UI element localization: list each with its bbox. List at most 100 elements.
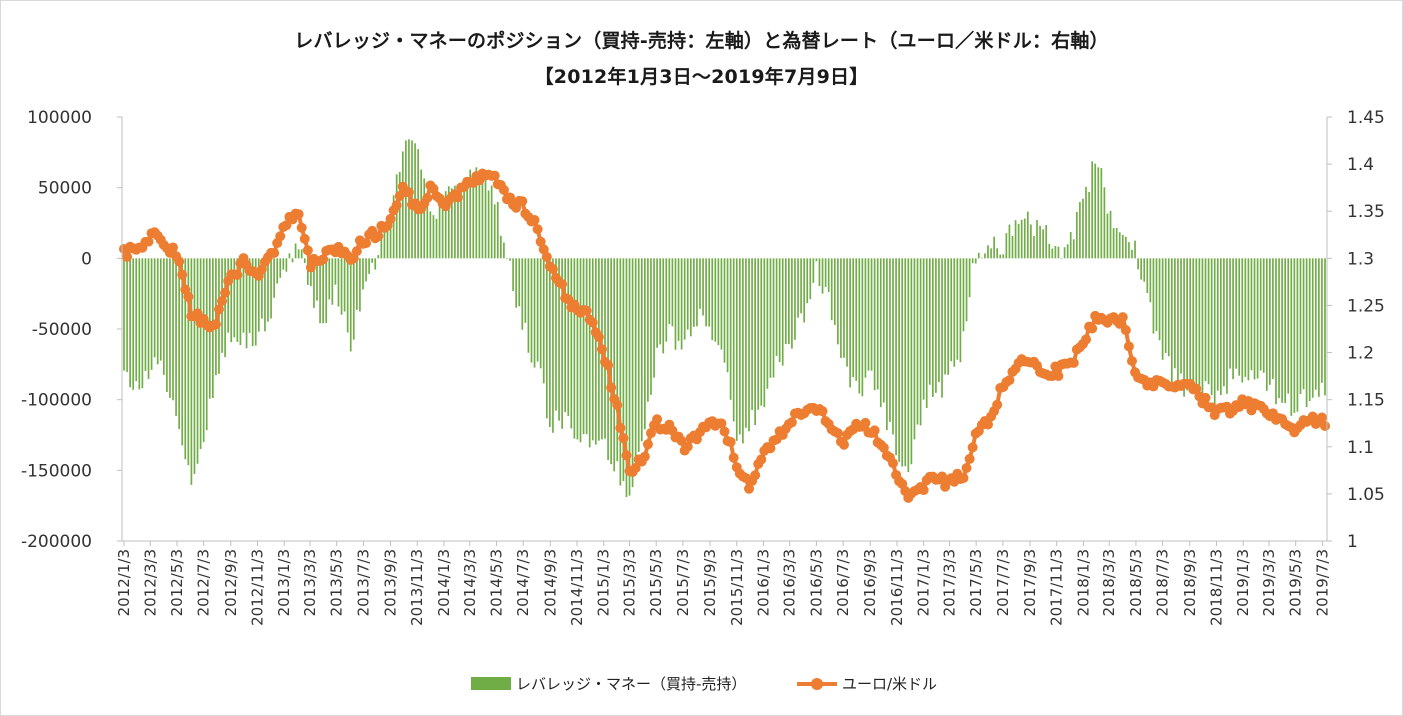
eurusd-marker [652, 414, 663, 425]
eurusd-marker [1117, 312, 1128, 323]
eurusd-marker [269, 247, 280, 258]
bar [444, 191, 447, 259]
bar [392, 195, 395, 259]
bar [582, 258, 585, 435]
bar [1167, 258, 1170, 357]
bar [990, 248, 992, 259]
bar [815, 258, 818, 262]
eurusd-marker [1191, 383, 1202, 394]
bar [637, 258, 640, 452]
x-tick-label: 2012/3/3 [141, 549, 159, 616]
bar [138, 258, 141, 390]
eurusd-marker [682, 441, 693, 452]
bar [818, 258, 821, 287]
bar [683, 258, 686, 340]
bar [190, 258, 193, 485]
bar [1149, 258, 1152, 303]
bar [441, 206, 444, 259]
bar [812, 258, 815, 283]
bar [276, 258, 279, 284]
right-tick-label: 1.1 [1347, 438, 1374, 458]
bar [1299, 258, 1302, 395]
bar [1115, 227, 1118, 259]
right-tick-label: 1.45 [1347, 108, 1385, 128]
bar [521, 258, 524, 330]
bar [129, 258, 131, 388]
legend: レバレッジ・マネー（買持-売持） ユーロ/米ドル [471, 675, 937, 693]
x-tick-label: 2014/1/3 [435, 549, 453, 616]
bar [922, 258, 925, 400]
bar [555, 258, 557, 411]
eurusd-marker [403, 187, 414, 198]
eurusd-marker [541, 251, 552, 262]
bar [1057, 246, 1060, 259]
bar [977, 252, 980, 259]
eurusd-marker [832, 428, 843, 439]
bar [968, 258, 971, 298]
bar [981, 257, 983, 259]
bar [205, 258, 208, 431]
bar [368, 258, 370, 274]
x-tick-label: 2013/5/3 [328, 549, 346, 616]
bar [1262, 258, 1265, 373]
bar [855, 258, 858, 381]
bar [472, 177, 475, 259]
eurusd-marker [982, 419, 993, 430]
bar [1036, 219, 1038, 259]
bar [671, 258, 674, 327]
bar [849, 258, 851, 388]
bar [509, 258, 511, 261]
bar [435, 218, 438, 259]
bar [882, 258, 885, 403]
bar [405, 140, 407, 259]
bar [533, 258, 536, 368]
bar [1005, 233, 1008, 259]
eurusd-marker [1316, 412, 1327, 423]
bar [447, 186, 450, 259]
bar [962, 258, 965, 332]
bar [784, 258, 787, 344]
eurusd-marker [122, 251, 133, 262]
bar [647, 258, 649, 402]
bar [925, 258, 928, 408]
bar [1158, 258, 1161, 341]
bar [830, 258, 833, 321]
bar [867, 258, 870, 371]
bar [886, 258, 888, 431]
eurusd-marker [452, 192, 463, 203]
bar [1180, 258, 1182, 374]
eurusd-marker [422, 192, 433, 203]
bar [398, 171, 401, 259]
bar [619, 258, 622, 486]
x-tick-label: 2019/7/3 [1313, 549, 1331, 616]
bar [876, 258, 879, 390]
bar [760, 258, 763, 406]
eurusd-marker [878, 442, 889, 453]
bar [334, 258, 337, 285]
bar [490, 185, 493, 259]
bar [840, 258, 842, 358]
bar [634, 258, 637, 476]
bar [910, 258, 913, 465]
bar [340, 258, 343, 315]
bar [729, 258, 732, 400]
bar [959, 258, 962, 363]
bar [726, 258, 729, 373]
bar [585, 258, 588, 435]
bar [1112, 228, 1115, 259]
bar [245, 258, 248, 349]
x-tick-label: 2013/11/3 [408, 549, 426, 626]
eurusd-marker [220, 287, 231, 298]
x-tick-label: 2016/9/3 [861, 549, 879, 616]
bar [530, 258, 533, 363]
bar [984, 253, 986, 259]
bar [898, 258, 900, 462]
bar [1072, 239, 1075, 259]
x-tick-label: 2012/1/3 [115, 549, 133, 616]
bar [579, 258, 582, 443]
x-tick-label: 2013/9/3 [382, 549, 400, 616]
bar [1302, 258, 1305, 390]
bar [653, 258, 655, 378]
bar [1063, 247, 1066, 259]
bar [1051, 248, 1054, 259]
